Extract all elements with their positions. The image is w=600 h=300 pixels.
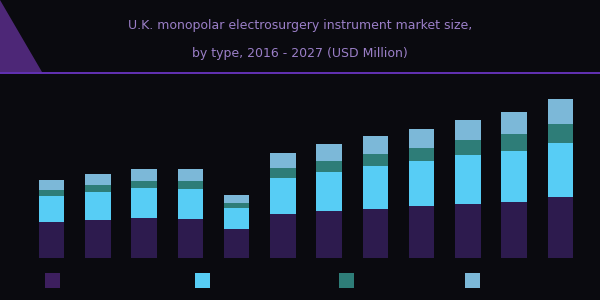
Bar (45, 273, 60, 288)
Bar (455, 155, 481, 204)
Bar (39, 190, 64, 196)
Text: U.K. monopolar electrosurgery instrument market size,: U.K. monopolar electrosurgery instrument… (128, 19, 472, 32)
Bar (178, 181, 203, 189)
Bar (85, 220, 110, 258)
Bar (224, 195, 250, 203)
Bar (195, 273, 210, 288)
Bar (224, 230, 250, 258)
Bar (224, 203, 250, 208)
Bar (362, 209, 388, 258)
Bar (409, 148, 434, 160)
Bar (39, 196, 64, 222)
Bar (270, 178, 296, 214)
Bar (548, 99, 573, 124)
Bar (270, 168, 296, 178)
Bar (178, 189, 203, 219)
Bar (455, 204, 481, 258)
Bar (178, 219, 203, 258)
Bar (409, 129, 434, 148)
Bar (465, 273, 480, 288)
Bar (409, 206, 434, 258)
Bar (316, 144, 342, 160)
Bar (362, 136, 388, 154)
Bar (339, 273, 354, 288)
Bar (131, 169, 157, 181)
Bar (178, 169, 203, 181)
Bar (409, 160, 434, 206)
Bar (502, 151, 527, 202)
Bar (131, 188, 157, 218)
Bar (224, 208, 250, 230)
Bar (270, 153, 296, 168)
Text: by type, 2016 - 2027 (USD Million): by type, 2016 - 2027 (USD Million) (192, 47, 408, 61)
Bar (39, 180, 64, 190)
Bar (548, 124, 573, 143)
Bar (362, 154, 388, 167)
Bar (455, 140, 481, 155)
Polygon shape (0, 0, 42, 72)
Bar (548, 143, 573, 197)
Bar (548, 197, 573, 258)
Bar (362, 167, 388, 209)
Bar (85, 174, 110, 185)
Bar (316, 160, 342, 172)
Bar (39, 222, 64, 258)
Bar (131, 218, 157, 258)
Bar (502, 202, 527, 258)
Bar (316, 212, 342, 258)
Bar (502, 112, 527, 134)
Bar (270, 214, 296, 258)
Bar (131, 181, 157, 188)
Bar (85, 192, 110, 220)
Bar (85, 185, 110, 192)
Bar (502, 134, 527, 151)
Bar (455, 120, 481, 140)
Bar (316, 172, 342, 212)
